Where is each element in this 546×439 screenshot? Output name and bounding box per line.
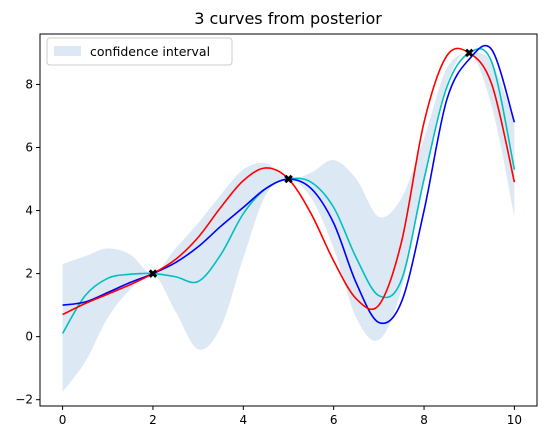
x-tick-label-10: 10 [507, 413, 522, 427]
y-tick-label-6: 6 [25, 140, 33, 154]
confidence-band [62, 52, 515, 392]
y-tick-label-8: 8 [25, 77, 33, 91]
y-axis: −2 0 2 4 6 8 [15, 77, 40, 407]
y-tick-label-2: 2 [25, 267, 33, 281]
observation-layer [148, 48, 474, 278]
y-tick-label-4: 4 [25, 204, 33, 218]
legend: confidence interval [46, 37, 233, 66]
observation-point-2 [464, 48, 474, 58]
plot-frame [39, 33, 538, 407]
legend-swatch-confidence-interval [54, 46, 81, 56]
series-line-1 [62, 44, 516, 325]
x-axis: 0 2 4 6 8 10 [59, 406, 522, 427]
x-tick-label-0: 0 [59, 413, 67, 427]
x-tick-label-6: 6 [330, 413, 338, 427]
confidence-band-layer [62, 52, 515, 392]
observation-point-1 [284, 174, 293, 184]
x-tick-label-2: 2 [149, 413, 157, 427]
series-line-0 [61, 47, 516, 334]
observation-mark-b [464, 48, 474, 58]
x-tick-label-8: 8 [420, 413, 428, 427]
x-tick-label-4: 4 [239, 413, 247, 427]
y-tick-label-0: 0 [25, 330, 33, 344]
y-tick-label--2: −2 [15, 393, 33, 407]
series-line-2 [62, 47, 516, 316]
series-layer [61, 44, 516, 334]
observation-point-0 [148, 269, 158, 278]
chart-title: 3 curves from posterior [194, 9, 382, 28]
legend-frame [46, 37, 233, 66]
legend-label-confidence-interval: confidence interval [90, 44, 210, 59]
observation-mark-b [284, 174, 293, 184]
observation-mark-b [148, 269, 158, 278]
